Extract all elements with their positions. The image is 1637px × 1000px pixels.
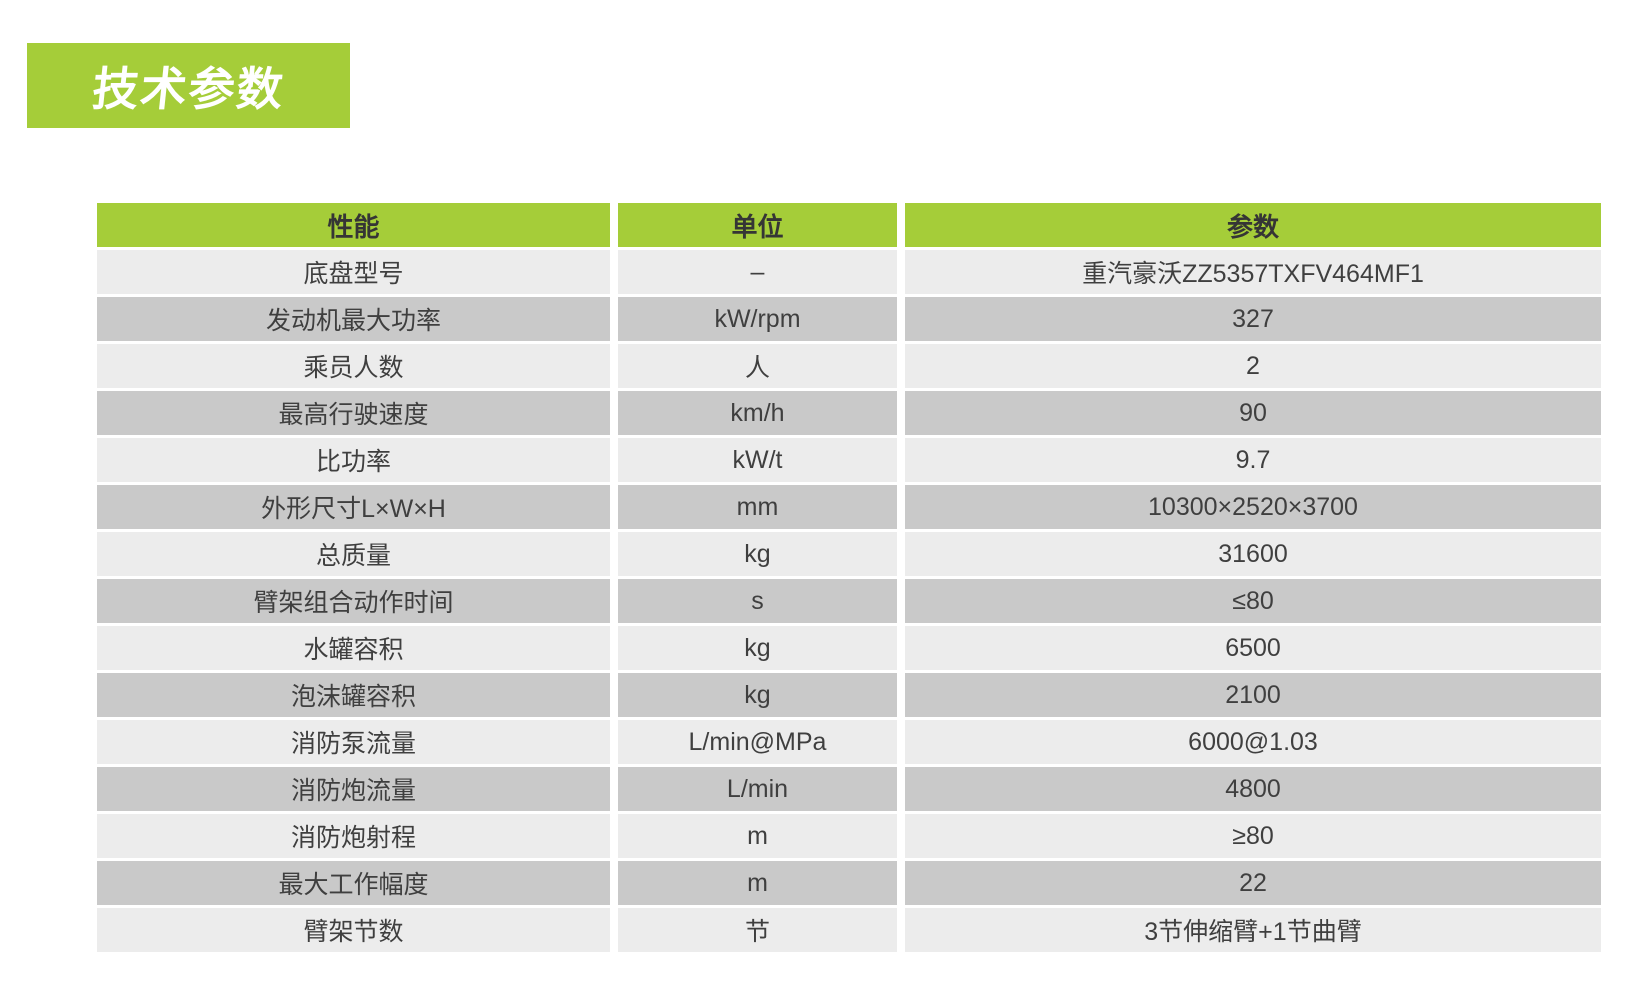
spec-value-cell: 31600 — [905, 532, 1601, 576]
spec-unit-cell: m — [618, 861, 897, 905]
spec-name-cell: 乘员人数 — [97, 344, 610, 388]
spec-unit-cell: s — [618, 579, 897, 623]
spec-unit-cell: kW/t — [618, 438, 897, 482]
spec-value-cell: 22 — [905, 861, 1601, 905]
spec-value-cell: 2100 — [905, 673, 1601, 717]
spec-unit-cell: 节 — [618, 908, 897, 952]
col-header-unit: 单位 — [618, 203, 897, 247]
spec-unit-cell: kg — [618, 626, 897, 670]
spec-value-cell: 9.7 — [905, 438, 1601, 482]
spec-unit-cell: – — [618, 250, 897, 294]
spec-name-cell: 泡沫罐容积 — [97, 673, 610, 717]
spec-unit-cell: kW/rpm — [618, 297, 897, 341]
spec-name-cell: 比功率 — [97, 438, 610, 482]
spec-table: 性能 单位 参数 底盘型号 – 重汽豪沃ZZ5357TXFV464MF1 发动机… — [97, 203, 1601, 952]
spec-value-cell: 6000@1.03 — [905, 720, 1601, 764]
spec-unit-cell: m — [618, 814, 897, 858]
spec-name-cell: 总质量 — [97, 532, 610, 576]
spec-value-cell: ≥80 — [905, 814, 1601, 858]
spec-unit-cell: L/min — [618, 767, 897, 811]
col-header-performance: 性能 — [97, 203, 610, 247]
spec-value-cell: ≤80 — [905, 579, 1601, 623]
spec-name-cell: 消防泵流量 — [97, 720, 610, 764]
spec-value-cell: 重汽豪沃ZZ5357TXFV464MF1 — [905, 250, 1601, 294]
spec-value-cell: 90 — [905, 391, 1601, 435]
spec-unit-cell: L/min@MPa — [618, 720, 897, 764]
section-title-badge: 技术参数 — [27, 43, 350, 128]
spec-unit-cell: kg — [618, 673, 897, 717]
spec-value-cell: 4800 — [905, 767, 1601, 811]
spec-name-cell: 消防炮射程 — [97, 814, 610, 858]
spec-unit-cell: 人 — [618, 344, 897, 388]
spec-value-cell: 327 — [905, 297, 1601, 341]
page-title: 技术参数 — [89, 62, 287, 115]
col-header-parameter: 参数 — [905, 203, 1601, 247]
spec-name-cell: 最高行驶速度 — [97, 391, 610, 435]
spec-name-cell: 外形尺寸L×W×H — [97, 485, 610, 529]
spec-unit-cell: kg — [618, 532, 897, 576]
spec-unit-cell: mm — [618, 485, 897, 529]
spec-name-cell: 臂架组合动作时间 — [97, 579, 610, 623]
spec-unit-cell: km/h — [618, 391, 897, 435]
spec-value-cell: 6500 — [905, 626, 1601, 670]
spec-name-cell: 发动机最大功率 — [97, 297, 610, 341]
spec-name-cell: 水罐容积 — [97, 626, 610, 670]
spec-name-cell: 底盘型号 — [97, 250, 610, 294]
spec-name-cell: 臂架节数 — [97, 908, 610, 952]
spec-name-cell: 消防炮流量 — [97, 767, 610, 811]
spec-value-cell: 10300×2520×3700 — [905, 485, 1601, 529]
spec-value-cell: 3节伸缩臂+1节曲臂 — [905, 908, 1601, 952]
spec-value-cell: 2 — [905, 344, 1601, 388]
spec-name-cell: 最大工作幅度 — [97, 861, 610, 905]
